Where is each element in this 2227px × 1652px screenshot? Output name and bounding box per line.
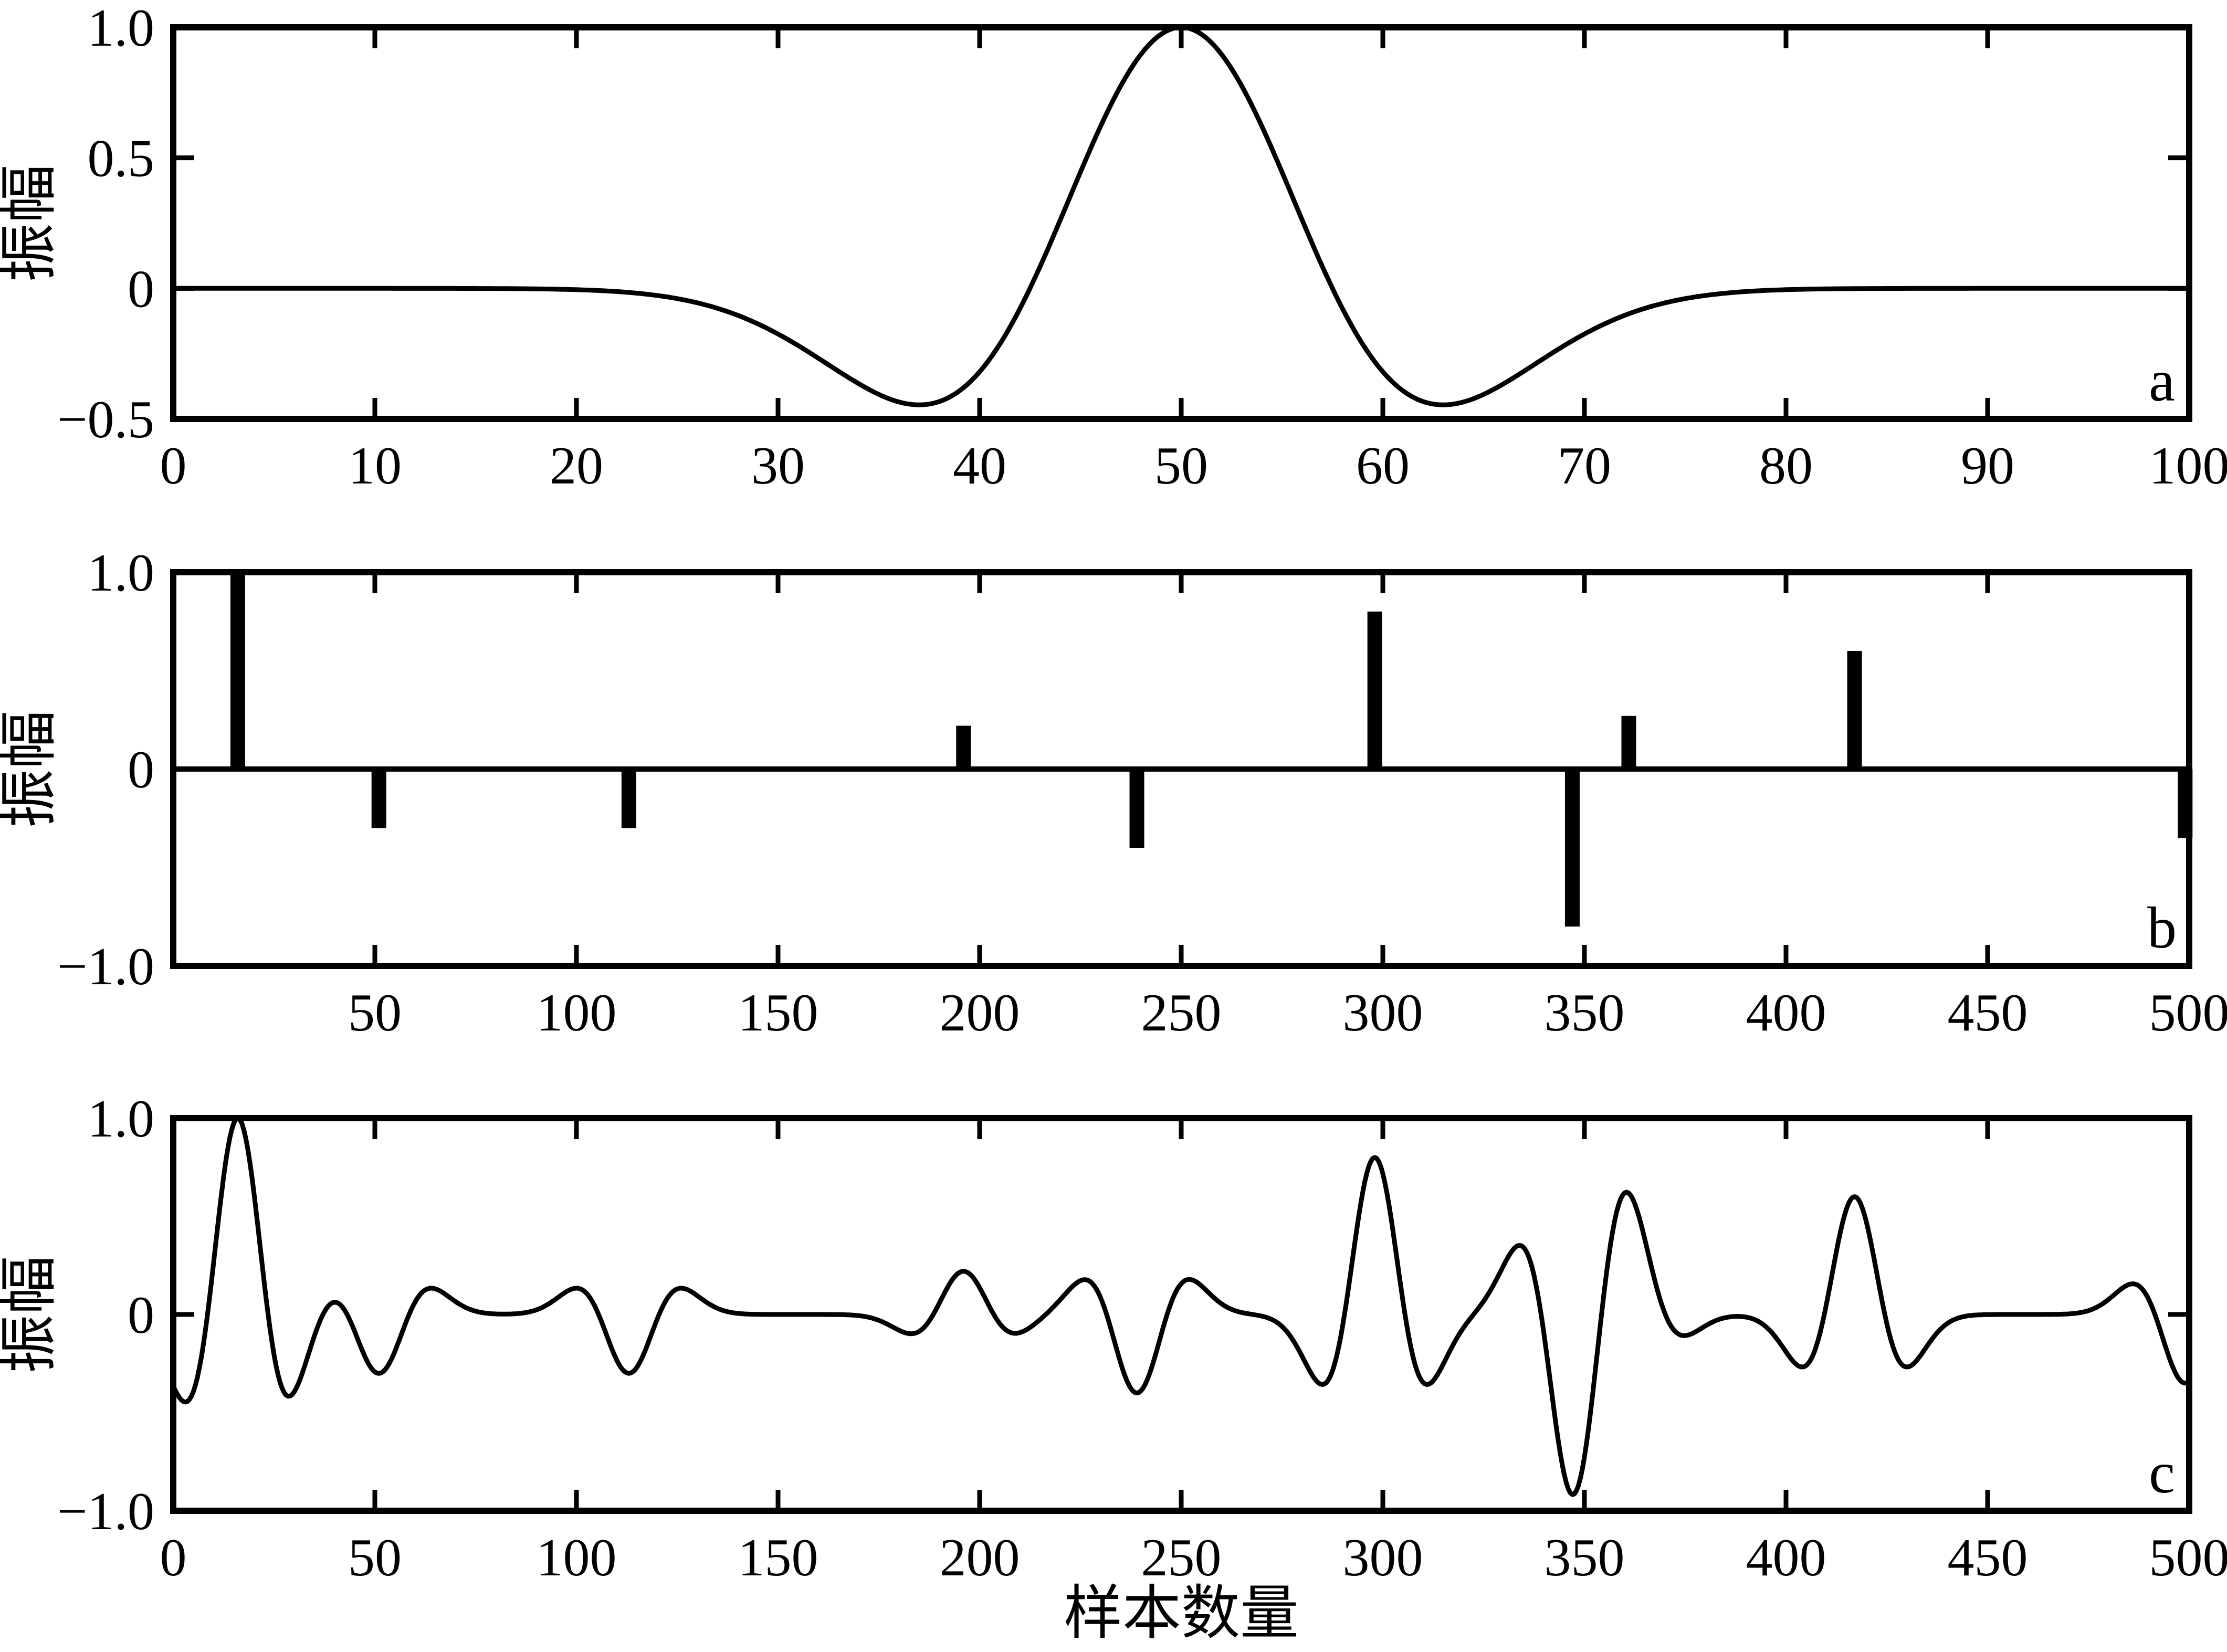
x-axis-label: 样本数量: [1064, 1581, 1299, 1646]
x-tick-label: 90: [1961, 436, 2014, 496]
x-tick-label: 50: [348, 983, 402, 1043]
x-tick-label: 450: [1948, 983, 2028, 1043]
y-tick-label: 1.0: [88, 543, 155, 603]
x-tick-label: 80: [1759, 436, 1813, 496]
x-tick-label: 100: [537, 1528, 617, 1587]
x-tick-label: 500: [2149, 983, 2227, 1043]
x-tick-label: 400: [1746, 1528, 1826, 1587]
x-tick-label: 300: [1343, 1528, 1423, 1587]
x-tick-label: 350: [1545, 1528, 1625, 1587]
x-tick-label: 250: [1141, 983, 1222, 1043]
x-tick-label: 50: [348, 1528, 402, 1587]
panel-b-reflectivity: 50 100 150 200 250 300 350 400 450 500 1.0 0 −1.0: [57, 543, 2227, 1043]
y-tick-label: 0: [128, 1286, 154, 1345]
y-tick-label: 0: [128, 259, 154, 319]
x-tick-label: 60: [1356, 436, 1410, 496]
synthetic-trace-curve: [171, 1116, 2192, 1497]
x-tick-label: 200: [940, 1528, 1020, 1587]
x-tick-label: 400: [1746, 983, 1826, 1043]
x-tick-label: 70: [1558, 436, 1611, 496]
x-tick-label: 40: [953, 436, 1006, 496]
x-tick-label: 10: [348, 436, 402, 496]
x-tick-label: 150: [738, 1528, 818, 1587]
panel-letter-c: c: [2149, 1440, 2175, 1506]
x-tick-label: 0: [160, 436, 187, 496]
x-tick-label: 250: [1141, 1528, 1222, 1587]
y-axis-label-c: 振幅: [0, 1256, 62, 1373]
y-tick-label: 1.0: [88, 0, 155, 58]
panel-letter-b: b: [2147, 896, 2177, 961]
panel-letter-a: a: [2149, 349, 2175, 414]
x-tick-label: 150: [738, 983, 818, 1043]
x-tick-label: 30: [751, 436, 805, 496]
y-axis-label-a: 振幅: [0, 164, 62, 282]
x-tick-label: 200: [940, 983, 1020, 1043]
x-tick-label: 50: [1154, 436, 1208, 496]
x-tick-label: 100: [537, 983, 617, 1043]
x-tick-label: 0: [160, 1528, 187, 1587]
y-tick-label: 0: [128, 740, 154, 799]
y-axis-label-b: 振幅: [0, 710, 62, 828]
wavelet-curve: [171, 25, 2192, 407]
x-tick-label: 450: [1948, 1528, 2028, 1587]
x-tick-label: 350: [1545, 983, 1625, 1043]
y-tick-label: 1.0: [88, 1089, 155, 1149]
y-tick-label: 0.5: [88, 129, 155, 188]
x-tick-label: 100: [2149, 436, 2227, 496]
y-tick-label: −1.0: [57, 937, 154, 996]
x-tick-label: 20: [550, 436, 603, 496]
x-tick-label: 300: [1343, 983, 1423, 1043]
y-tick-label: −1.0: [57, 1482, 154, 1541]
x-tick-label: 500: [2149, 1528, 2227, 1587]
y-tick-label: −0.5: [57, 390, 154, 449]
